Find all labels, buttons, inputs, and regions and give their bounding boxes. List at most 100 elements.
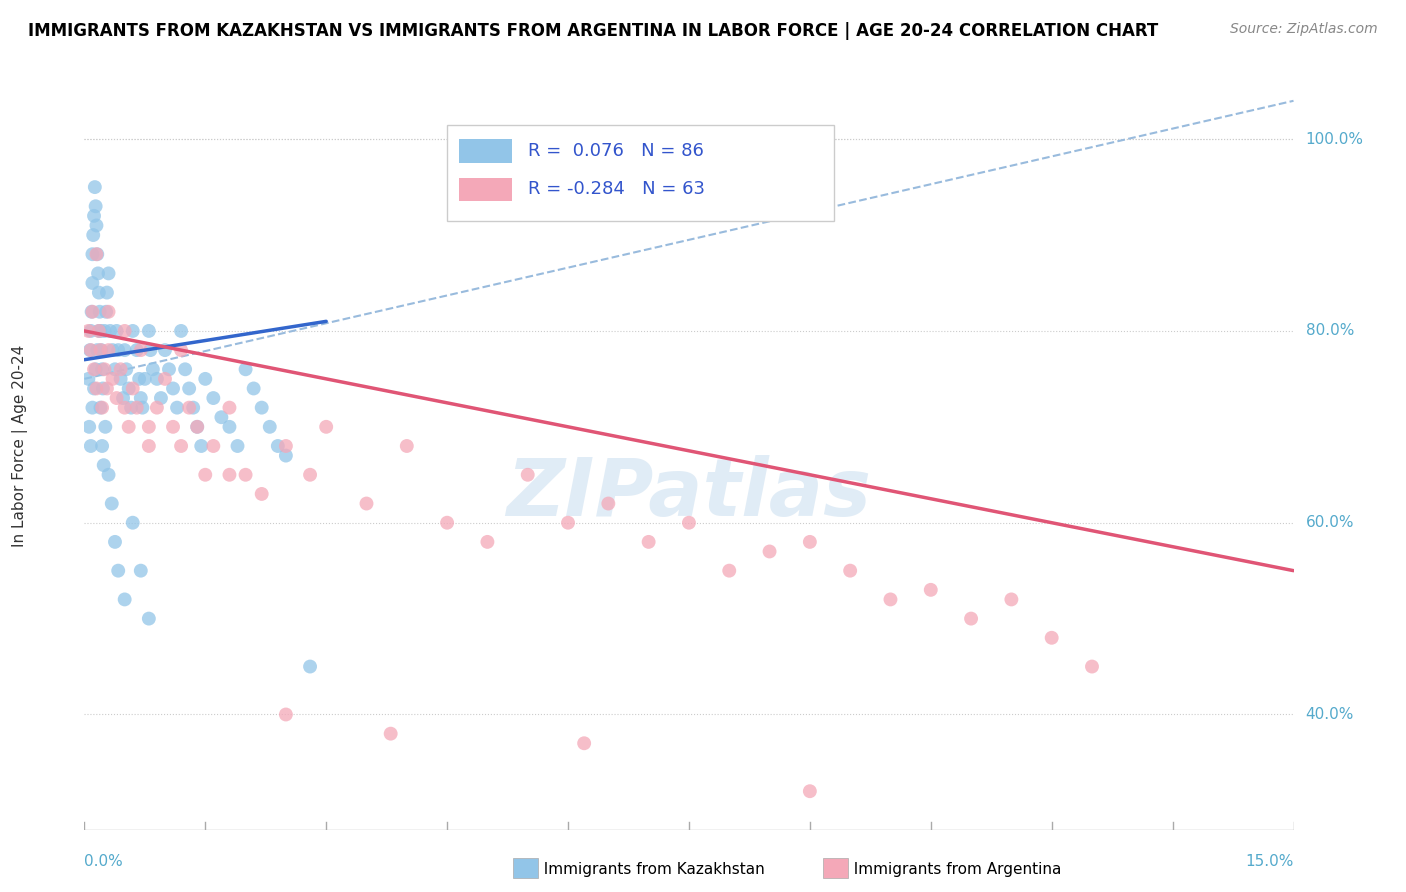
- Text: 40.0%: 40.0%: [1306, 707, 1354, 722]
- Point: [79, 343, 101, 358]
- Point: [170, 343, 193, 358]
- Text: 80.0%: 80.0%: [1306, 324, 1354, 338]
- Point: [153, 372, 176, 386]
- Point: [179, 382, 201, 396]
- Point: [190, 439, 212, 453]
- Point: [105, 391, 128, 405]
- Point: [799, 784, 821, 798]
- Point: [157, 362, 180, 376]
- Point: [218, 420, 240, 434]
- Point: [107, 564, 129, 578]
- Point: [170, 324, 193, 338]
- Bar: [460, 178, 512, 202]
- Point: [87, 285, 110, 300]
- Point: [436, 516, 458, 530]
- Text: Immigrants from Kazakhstan: Immigrants from Kazakhstan: [534, 863, 765, 877]
- Point: [120, 401, 142, 415]
- Point: [186, 420, 208, 434]
- Point: [93, 324, 115, 338]
- Point: [920, 582, 942, 597]
- Point: [91, 382, 114, 396]
- Point: [174, 362, 197, 376]
- Point: [250, 487, 273, 501]
- Point: [138, 612, 160, 626]
- Point: [356, 496, 378, 510]
- Point: [77, 324, 100, 338]
- Point: [598, 496, 620, 510]
- Point: [274, 439, 297, 453]
- Point: [118, 382, 141, 396]
- Point: [82, 276, 104, 290]
- Text: 60.0%: 60.0%: [1306, 516, 1354, 530]
- Point: [162, 382, 184, 396]
- Point: [87, 266, 110, 280]
- Point: [82, 247, 104, 261]
- Text: 100.0%: 100.0%: [1306, 132, 1364, 146]
- Point: [395, 439, 418, 453]
- Point: [194, 467, 217, 482]
- Text: In Labor Force | Age 20-24: In Labor Force | Age 20-24: [11, 345, 28, 547]
- Point: [259, 420, 281, 434]
- Bar: [460, 139, 512, 163]
- Point: [83, 180, 105, 194]
- Point: [718, 564, 741, 578]
- Point: [98, 324, 121, 338]
- Point: [91, 401, 114, 415]
- Point: [799, 534, 821, 549]
- Text: ZIPatlas: ZIPatlas: [506, 455, 872, 533]
- Point: [87, 324, 110, 338]
- Point: [114, 401, 136, 415]
- Point: [477, 534, 499, 549]
- Point: [139, 343, 162, 358]
- Point: [114, 592, 136, 607]
- Point: [146, 372, 169, 386]
- Point: [960, 612, 983, 626]
- Point: [114, 343, 136, 358]
- Point: [186, 420, 208, 434]
- Point: [80, 343, 103, 358]
- Point: [89, 343, 111, 358]
- Point: [110, 362, 132, 376]
- Point: [572, 736, 595, 750]
- Point: [242, 382, 264, 396]
- Point: [96, 382, 118, 396]
- Point: [202, 439, 225, 453]
- Point: [299, 659, 322, 673]
- Point: [121, 516, 143, 530]
- Point: [1000, 592, 1022, 607]
- Point: [181, 401, 204, 415]
- Point: [118, 420, 141, 434]
- Point: [91, 362, 114, 376]
- Bar: [513, 858, 538, 878]
- Point: [97, 343, 120, 358]
- Point: [80, 304, 103, 318]
- Point: [93, 362, 115, 376]
- Point: [142, 362, 165, 376]
- Point: [209, 410, 232, 425]
- Point: [97, 304, 120, 318]
- Point: [637, 534, 659, 549]
- Point: [299, 467, 322, 482]
- Point: [235, 467, 257, 482]
- Point: [83, 209, 105, 223]
- Point: [170, 439, 193, 453]
- Point: [129, 391, 152, 405]
- Text: Immigrants from Argentina: Immigrants from Argentina: [844, 863, 1062, 877]
- Point: [131, 401, 153, 415]
- Point: [218, 401, 240, 415]
- Point: [89, 401, 111, 415]
- Point: [82, 227, 104, 242]
- Point: [86, 382, 108, 396]
- Point: [138, 439, 160, 453]
- Point: [153, 343, 176, 358]
- Point: [77, 420, 100, 434]
- Point: [107, 343, 129, 358]
- Point: [138, 324, 160, 338]
- Point: [80, 324, 103, 338]
- Point: [129, 343, 152, 358]
- Point: [89, 304, 111, 318]
- Point: [121, 382, 143, 396]
- Point: [758, 544, 780, 558]
- Point: [104, 362, 127, 376]
- Point: [91, 439, 114, 453]
